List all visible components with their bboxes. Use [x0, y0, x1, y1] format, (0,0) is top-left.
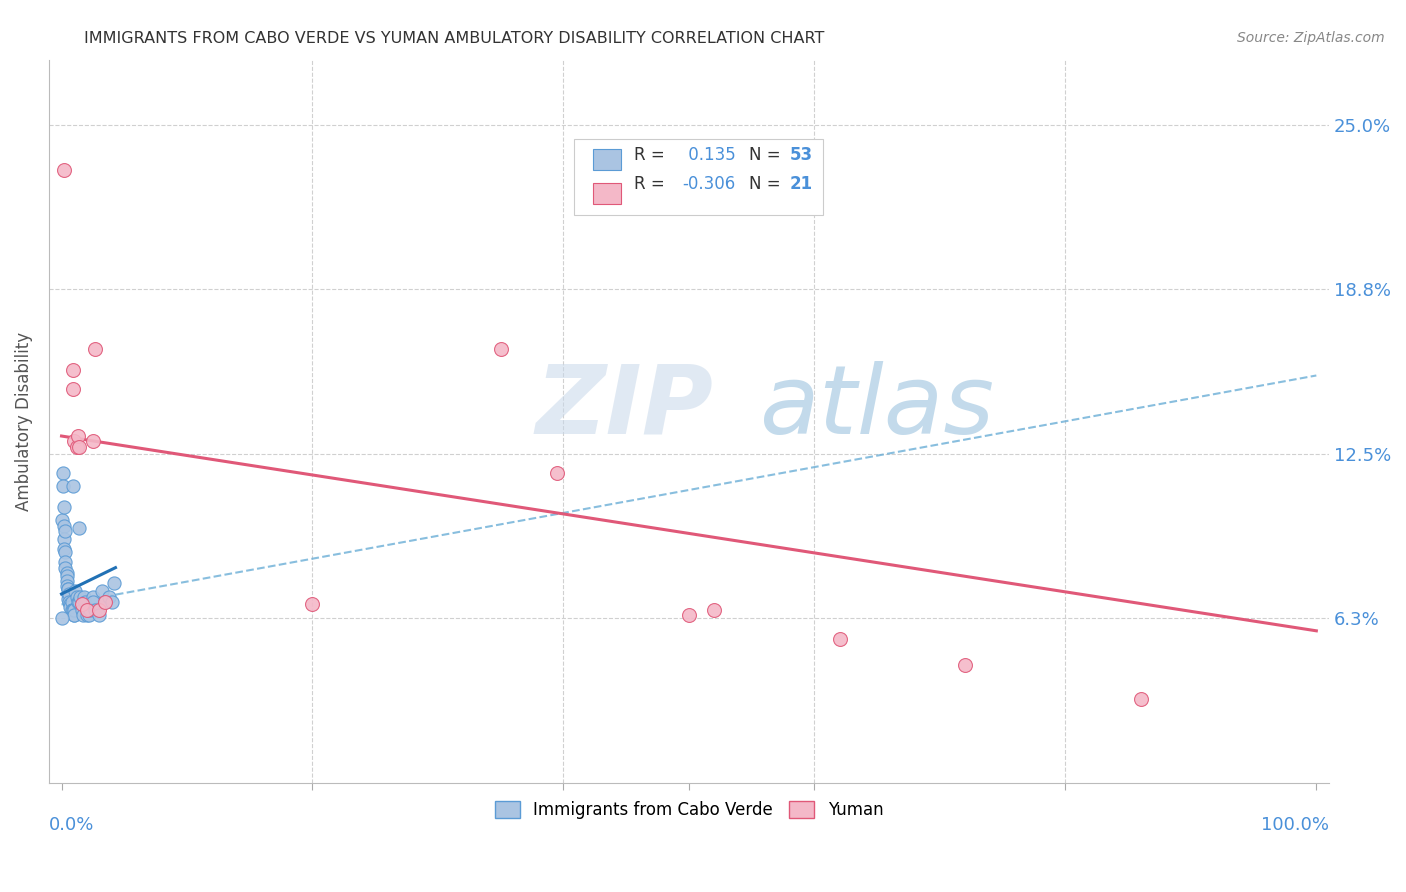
Point: [53, 560, 76, 574]
Point: [53, 545, 76, 559]
Point: [55, 579, 77, 593]
Point: [55, 566, 77, 580]
Point: [58, 595, 80, 609]
Point: [65, 440, 87, 454]
Point: [63, 434, 86, 449]
Point: [82, 434, 104, 449]
Point: [62, 363, 84, 377]
Point: [79, 603, 101, 617]
Text: R =: R =: [634, 146, 669, 164]
Point: [103, 576, 125, 591]
Point: [89, 607, 111, 622]
Point: [56, 592, 79, 607]
Point: [63, 603, 86, 617]
Point: [55, 568, 77, 582]
FancyBboxPatch shape: [593, 149, 621, 170]
Text: atlas: atlas: [759, 360, 994, 453]
Point: [52, 466, 75, 480]
Point: [67, 521, 90, 535]
Point: [67, 595, 90, 609]
Text: N =: N =: [749, 146, 786, 164]
Point: [546, 466, 568, 480]
FancyBboxPatch shape: [593, 183, 621, 204]
Point: [69, 590, 91, 604]
Point: [66, 429, 89, 443]
Point: [82, 590, 104, 604]
Point: [65, 590, 87, 604]
Point: [53, 518, 76, 533]
Point: [94, 595, 117, 609]
Point: [76, 603, 98, 617]
Point: [77, 607, 100, 622]
Text: IMMIGRANTS FROM CABO VERDE VS YUMAN AMBULATORY DISABILITY CORRELATION CHART: IMMIGRANTS FROM CABO VERDE VS YUMAN AMBU…: [84, 31, 825, 46]
Text: 53: 53: [790, 146, 813, 164]
Text: N =: N =: [749, 176, 786, 194]
Point: [63, 607, 86, 622]
Point: [73, 590, 96, 604]
Point: [66, 595, 89, 609]
Legend: Immigrants from Cabo Verde, Yuman: Immigrants from Cabo Verde, Yuman: [488, 795, 890, 826]
Point: [828, 632, 851, 646]
Point: [953, 658, 976, 673]
Point: [53, 500, 76, 514]
Text: 0.0%: 0.0%: [49, 816, 94, 834]
Point: [703, 603, 725, 617]
Point: [65, 584, 87, 599]
FancyBboxPatch shape: [574, 139, 824, 215]
Point: [76, 607, 98, 622]
Point: [56, 582, 79, 596]
Point: [82, 595, 104, 609]
Point: [53, 555, 76, 569]
Point: [52, 479, 75, 493]
Point: [94, 595, 117, 609]
Point: [70, 598, 93, 612]
Point: [98, 590, 121, 604]
Point: [1129, 692, 1152, 706]
Point: [59, 598, 82, 612]
Point: [55, 574, 77, 588]
Text: ZIP: ZIP: [536, 360, 713, 453]
Text: -0.306: -0.306: [682, 176, 735, 194]
Point: [62, 382, 84, 396]
Text: 100.0%: 100.0%: [1261, 816, 1329, 834]
Text: R =: R =: [634, 176, 669, 194]
Point: [100, 595, 122, 609]
Point: [489, 342, 512, 356]
Point: [59, 600, 82, 615]
Point: [72, 607, 94, 622]
Point: [51, 610, 73, 624]
Point: [60, 595, 83, 609]
Point: [53, 524, 76, 538]
Point: [62, 479, 84, 493]
Point: [84, 342, 107, 356]
Point: [53, 532, 76, 546]
Point: [58, 587, 80, 601]
Y-axis label: Ambulatory Disability: Ambulatory Disability: [15, 332, 32, 511]
Text: Source: ZipAtlas.com: Source: ZipAtlas.com: [1237, 31, 1385, 45]
Point: [70, 603, 93, 617]
Point: [301, 598, 323, 612]
Point: [75, 595, 97, 609]
Point: [56, 582, 79, 596]
Point: [53, 163, 76, 178]
Point: [53, 542, 76, 557]
Point: [90, 584, 112, 599]
Point: [67, 440, 90, 454]
Text: 21: 21: [790, 176, 813, 194]
Point: [60, 603, 83, 617]
Point: [62, 603, 84, 617]
Point: [51, 513, 73, 527]
Point: [84, 603, 107, 617]
Point: [63, 607, 86, 622]
Text: 0.135: 0.135: [682, 146, 735, 164]
Point: [89, 603, 111, 617]
Point: [678, 607, 700, 622]
Point: [56, 587, 79, 601]
